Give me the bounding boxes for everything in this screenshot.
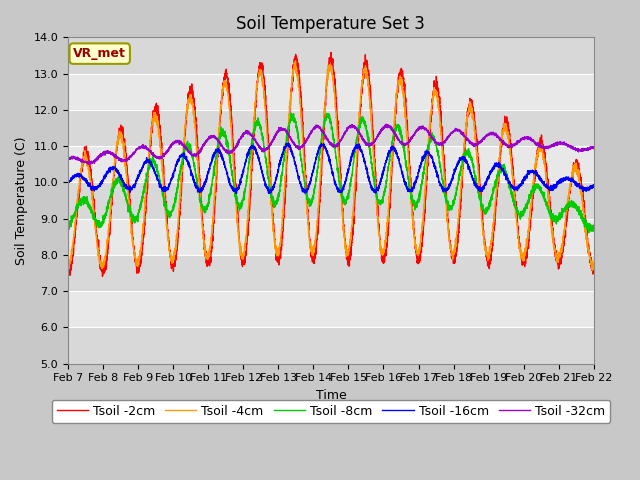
Tsoil -8cm — [392, 130, 399, 135]
Line: Tsoil -2cm: Tsoil -2cm — [68, 52, 594, 276]
Tsoil -4cm — [64, 267, 72, 273]
Tsoil -16cm — [590, 183, 598, 189]
Tsoil -16cm — [382, 157, 390, 163]
Tsoil -2cm — [540, 146, 548, 152]
Tsoil -2cm — [177, 193, 185, 199]
Bar — [68, 291, 594, 327]
Tsoil -8cm — [382, 178, 390, 184]
Tsoil -2cm — [64, 269, 72, 275]
Tsoil -16cm — [232, 191, 240, 196]
Bar — [68, 37, 594, 73]
Tsoil -2cm — [590, 267, 598, 273]
Tsoil -8cm — [64, 225, 72, 230]
Line: Tsoil -8cm: Tsoil -8cm — [68, 113, 594, 233]
Tsoil -4cm — [540, 159, 548, 165]
Bar — [68, 146, 594, 182]
Bar — [68, 73, 594, 110]
Tsoil -8cm — [590, 225, 598, 230]
Tsoil -32cm — [85, 161, 93, 167]
Tsoil -2cm — [392, 109, 399, 115]
Line: Tsoil -32cm: Tsoil -32cm — [68, 124, 594, 164]
Tsoil -32cm — [590, 145, 598, 151]
Tsoil -2cm — [211, 199, 219, 204]
Line: Tsoil -16cm: Tsoil -16cm — [68, 143, 594, 193]
Tsoil -4cm — [211, 189, 219, 195]
Title: Soil Temperature Set 3: Soil Temperature Set 3 — [237, 15, 426, 33]
Bar — [68, 255, 594, 291]
Tsoil -4cm — [590, 266, 598, 272]
Tsoil -32cm — [392, 132, 399, 137]
Bar — [68, 327, 594, 364]
Tsoil -32cm — [64, 156, 72, 162]
Tsoil -8cm — [287, 110, 295, 116]
Tsoil -32cm — [211, 134, 219, 140]
Text: VR_met: VR_met — [74, 47, 126, 60]
Tsoil -4cm — [589, 267, 596, 273]
Tsoil -8cm — [590, 222, 598, 228]
X-axis label: Time: Time — [316, 389, 346, 402]
Tsoil -16cm — [177, 154, 184, 159]
Bar — [68, 219, 594, 255]
Tsoil -16cm — [540, 182, 548, 188]
Tsoil -4cm — [392, 106, 399, 111]
Legend: Tsoil -2cm, Tsoil -4cm, Tsoil -8cm, Tsoil -16cm, Tsoil -32cm: Tsoil -2cm, Tsoil -4cm, Tsoil -8cm, Tsoi… — [52, 400, 610, 423]
Tsoil -8cm — [211, 162, 219, 168]
Tsoil -8cm — [540, 195, 548, 201]
Tsoil -32cm — [382, 121, 390, 127]
Tsoil -4cm — [590, 260, 598, 265]
Tsoil -16cm — [590, 183, 598, 189]
Tsoil -16cm — [211, 150, 219, 156]
Tsoil -4cm — [177, 185, 184, 191]
Tsoil -2cm — [382, 240, 390, 246]
Tsoil -32cm — [540, 144, 548, 150]
Bar — [68, 110, 594, 146]
Tsoil -4cm — [292, 58, 300, 64]
Tsoil -2cm — [590, 268, 598, 274]
Tsoil -8cm — [177, 165, 184, 170]
Tsoil -2cm — [99, 274, 106, 279]
Tsoil -16cm — [64, 180, 72, 186]
Tsoil -32cm — [382, 122, 390, 128]
Tsoil -32cm — [590, 144, 598, 150]
Tsoil -2cm — [327, 49, 335, 55]
Tsoil -32cm — [177, 141, 185, 146]
Tsoil -16cm — [392, 149, 399, 155]
Tsoil -16cm — [285, 140, 292, 146]
Y-axis label: Soil Temperature (C): Soil Temperature (C) — [15, 136, 28, 265]
Line: Tsoil -4cm: Tsoil -4cm — [68, 61, 594, 270]
Tsoil -8cm — [585, 230, 593, 236]
Bar — [68, 182, 594, 219]
Tsoil -4cm — [382, 234, 390, 240]
